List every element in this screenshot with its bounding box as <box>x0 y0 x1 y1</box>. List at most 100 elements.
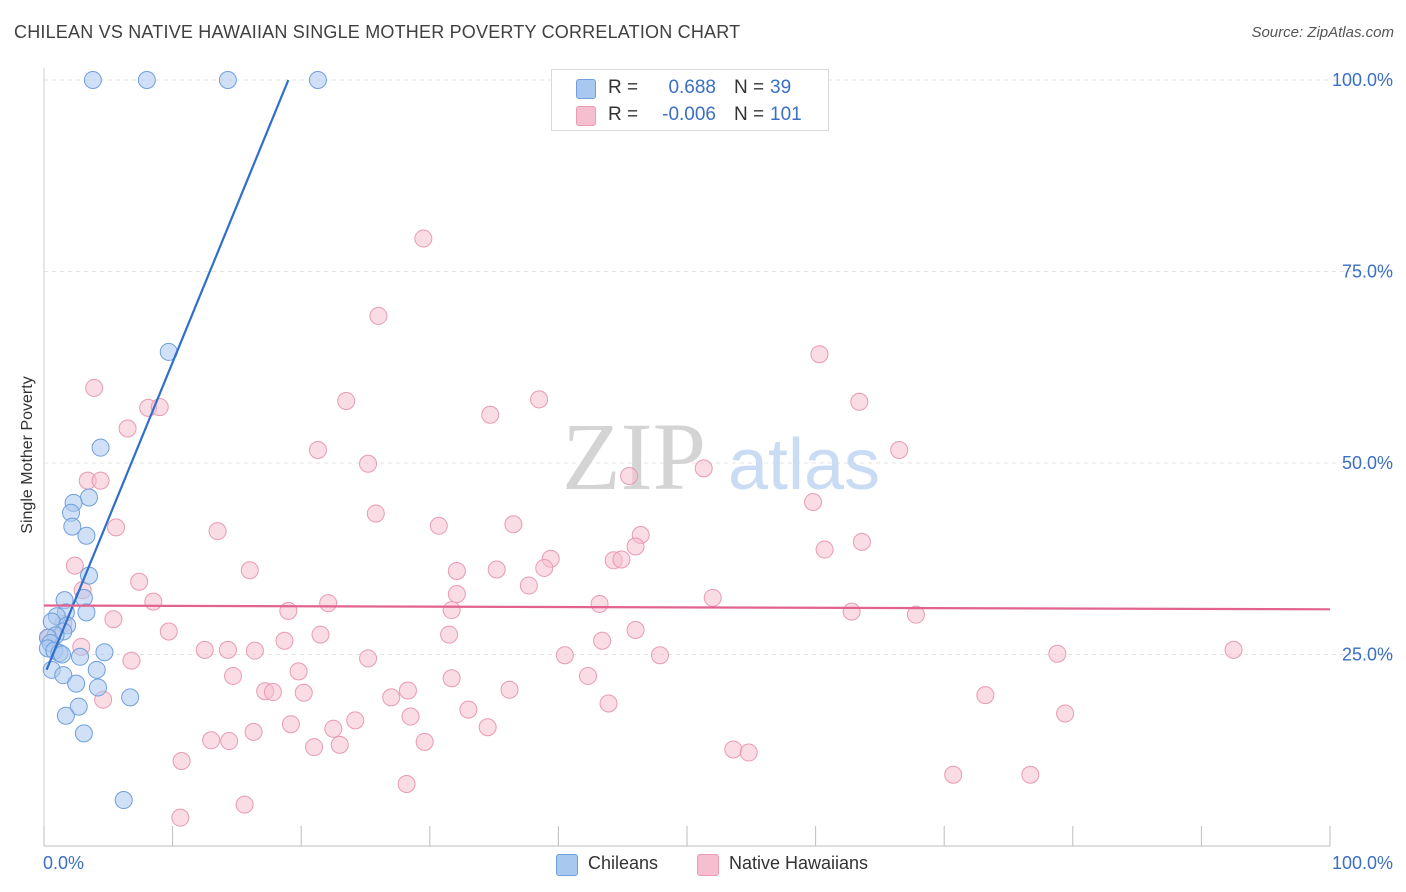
native-hawaiian-point <box>366 504 385 523</box>
watermark: ZIP atlas <box>562 403 880 510</box>
n-value: 101 <box>770 104 802 125</box>
native-hawaiian-point <box>459 700 478 719</box>
native-hawaiian-point <box>107 518 126 537</box>
chilean-point <box>69 697 88 716</box>
native-hawaiian-point <box>1021 765 1040 784</box>
native-hawaiian-point <box>650 646 669 665</box>
source-credit: Source: ZipAtlas.com <box>1251 24 1394 41</box>
native-hawaiian-point <box>398 681 417 700</box>
chileans-trend-line <box>45 79 290 671</box>
native-hawaiian-point <box>224 666 243 685</box>
native-hawaiian-point <box>442 601 461 620</box>
watermark-atlas: atlas <box>728 425 880 505</box>
native-hawaiian-point <box>703 588 722 607</box>
chilean-point <box>218 71 237 89</box>
native-hawaiian-point <box>281 715 300 734</box>
native-hawaiian-point <box>590 594 609 613</box>
native-hawaiian-point <box>172 751 191 770</box>
chilean-point <box>308 71 327 89</box>
native-hawaiian-point <box>578 666 597 685</box>
native-hawaiian-point <box>240 561 259 580</box>
y-tick-label: 25.0% <box>1342 645 1393 665</box>
native-hawaiian-point <box>612 550 631 569</box>
native-hawaiian-point <box>118 419 137 438</box>
native-hawaiian-point <box>599 694 618 713</box>
native-hawaiian-point <box>487 560 506 579</box>
native-hawaiian-point <box>944 765 963 784</box>
native-hawaiian-point <box>1048 644 1067 663</box>
n-label: N = <box>734 104 765 125</box>
chilean-point <box>77 603 96 622</box>
y-axis-label: Single Mother Poverty <box>19 376 36 534</box>
legend-row-chileans: R = 0.688 N = 39 <box>552 75 828 101</box>
correlation-legend: R = 0.688 N = 39 R = -0.006 N = 101 <box>551 69 829 131</box>
native-hawaiian-point <box>263 683 282 702</box>
native-hawaiian-point <box>724 740 743 759</box>
y-tick-label: 75.0% <box>1342 262 1393 282</box>
native-hawaiian-point <box>294 683 313 702</box>
native-hawaiian-point <box>906 605 925 624</box>
native-hawaiian-point <box>220 732 239 751</box>
chilean-point <box>77 526 96 545</box>
native-hawaiian-point <box>218 640 237 659</box>
native-hawaiian-point <box>810 345 829 364</box>
native-hawaiian-point <box>171 808 190 827</box>
native-hawaiian-point <box>346 711 365 730</box>
native-hawaiian-point <box>159 622 178 641</box>
native-hawaiian-point <box>593 631 612 650</box>
native-hawaiian-point <box>478 718 497 737</box>
native-hawaiian-point <box>130 572 149 591</box>
native-hawaiian-point <box>337 391 356 410</box>
native-hawaiian-point <box>245 641 264 660</box>
axes <box>43 68 1331 847</box>
native-hawaiian-point <box>415 732 434 751</box>
chart-title: CHILEAN VS NATIVE HAWAIIAN SINGLE MOTHER… <box>14 22 741 42</box>
native-hawaiian-point <box>235 795 254 814</box>
native-hawaiian-point <box>447 584 466 603</box>
r-label: R = <box>608 77 639 98</box>
native-hawaiian-point <box>369 306 388 325</box>
chilean-point <box>89 678 108 697</box>
r-label: R = <box>608 104 639 125</box>
native-hawaiian-point <box>739 743 758 762</box>
native-hawaiians-trend-line <box>43 604 1331 611</box>
chilean-point <box>67 674 86 693</box>
chilean-point <box>95 643 114 662</box>
native-hawaiian-point <box>694 459 713 478</box>
x-tick-label: 100.0% <box>1332 853 1393 873</box>
chilean-point <box>121 688 140 707</box>
native-hawaiian-point <box>626 537 645 556</box>
native-hawaiian-point <box>555 646 574 665</box>
native-hawaiian-point <box>481 405 500 424</box>
native-hawaiian-point <box>429 516 448 535</box>
native-hawaiian-point <box>504 515 523 534</box>
chilean-point <box>83 71 102 89</box>
chilean-point <box>74 724 93 743</box>
native-hawaiian-point <box>440 625 459 644</box>
chilean-point <box>114 791 133 810</box>
legend-label: Native Hawaiians <box>729 853 869 873</box>
native-hawaiian-point <box>104 610 123 629</box>
native-hawaiian-point <box>305 738 324 757</box>
native-hawaiian-point <box>319 594 338 613</box>
native-hawaiian-point <box>279 601 298 620</box>
native-hawaiian-point <box>530 390 549 409</box>
chilean-point <box>56 706 75 725</box>
chilean-point <box>137 71 156 89</box>
native-hawaiian-point <box>311 625 330 644</box>
chilean-point <box>80 488 99 507</box>
native-hawaiian-point <box>65 556 84 575</box>
chileans-swatch <box>576 79 596 99</box>
hawaiians-swatch <box>576 106 596 126</box>
native-hawaiian-point <box>195 640 214 659</box>
tick-labels: 25.0% 50.0% 75.0% 100.0% 0.0% 100.0% <box>43 70 1393 873</box>
native-hawaiian-point <box>804 493 823 512</box>
native-hawaiian-point <box>330 735 349 754</box>
n-label: N = <box>734 77 765 98</box>
native-hawaiian-point <box>397 774 416 793</box>
y-tick-label: 100.0% <box>1332 70 1393 90</box>
legend-row-native-hawaiians: R = -0.006 N = 101 <box>552 102 828 128</box>
native-hawaiian-point <box>815 540 834 559</box>
x-tick-label: 0.0% <box>43 853 84 873</box>
